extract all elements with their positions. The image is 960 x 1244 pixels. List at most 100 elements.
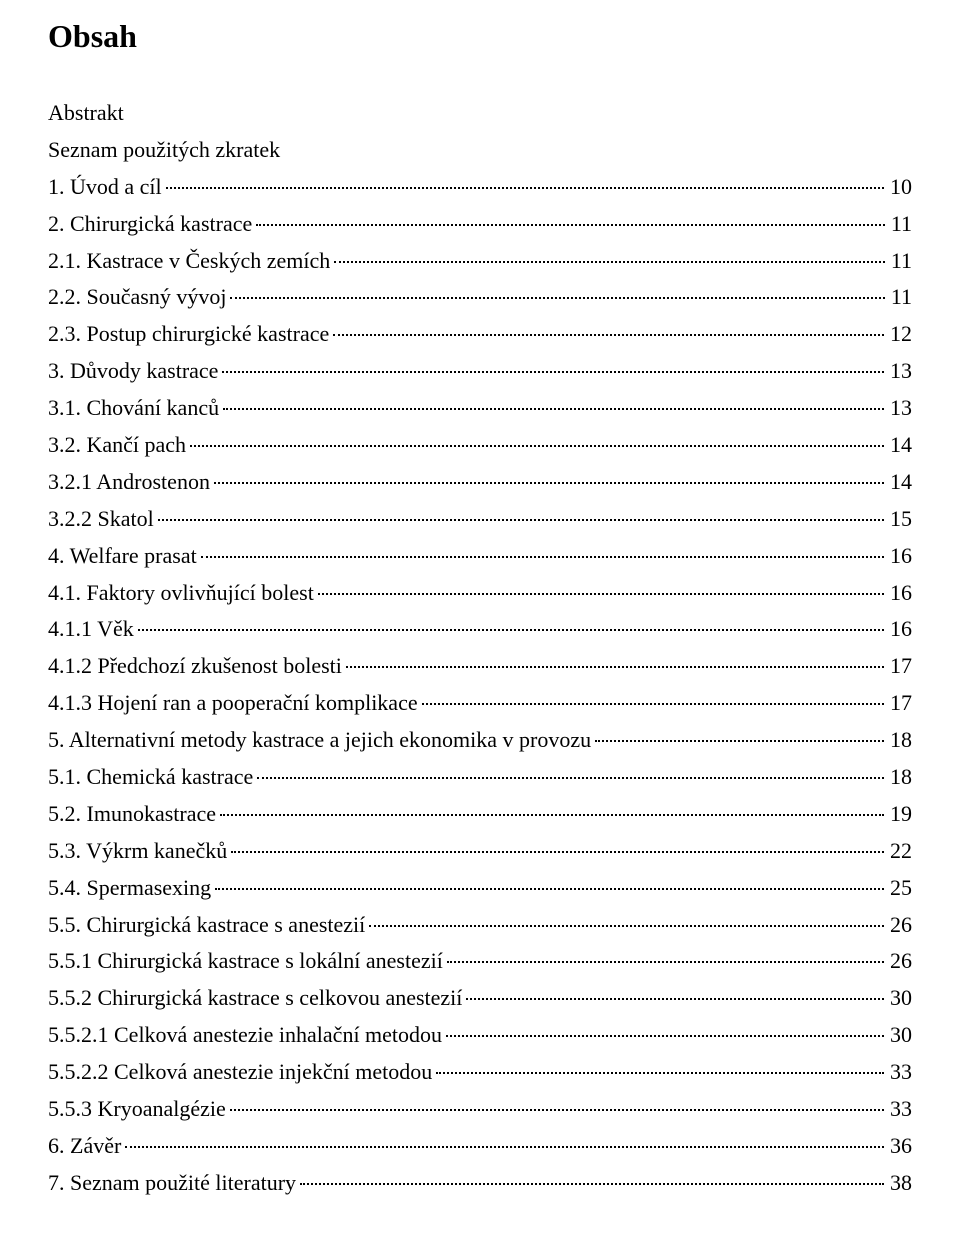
toc-leader-dots xyxy=(447,961,884,963)
toc-entry-label: 5.5.2.1 Celková anestezie inhalační meto… xyxy=(48,1019,442,1051)
toc-entry-page: 13 xyxy=(888,392,912,424)
toc-row: 5.4. Spermasexing 25 xyxy=(48,872,912,904)
toc-leader-dots xyxy=(436,1072,884,1074)
toc-row: 2.2. Současný vývoj 11 xyxy=(48,281,912,313)
preamble-line: Seznam použitých zkratek xyxy=(48,134,912,166)
toc-entry-page: 10 xyxy=(888,171,912,203)
toc-leader-dots xyxy=(222,371,884,373)
toc-entry-page: 17 xyxy=(888,650,912,682)
toc-entry-page: 11 xyxy=(889,208,912,240)
toc-entry-label: 4. Welfare prasat xyxy=(48,540,197,572)
toc-entry-label: 2.3. Postup chirurgické kastrace xyxy=(48,318,329,350)
toc-row: 5.1. Chemická kastrace 18 xyxy=(48,761,912,793)
toc-leader-dots xyxy=(158,519,884,521)
toc-entry-label: 5. Alternativní metody kastrace a jejich… xyxy=(48,724,591,756)
toc-row: 3. Důvody kastrace 13 xyxy=(48,355,912,387)
toc-leader-dots xyxy=(220,814,884,816)
toc-entry-page: 19 xyxy=(888,798,912,830)
toc-leader-dots xyxy=(125,1146,884,1148)
toc-row: 5.2. Imunokastrace 19 xyxy=(48,798,912,830)
toc-entry-label: 2.1. Kastrace v Českých zemích xyxy=(48,245,330,277)
toc-leader-dots xyxy=(334,261,885,263)
toc-entry-page: 30 xyxy=(888,982,912,1014)
toc-entry-label: 5.5.2.2 Celková anestezie injekční metod… xyxy=(48,1056,432,1088)
toc-entry-label: 5.1. Chemická kastrace xyxy=(48,761,253,793)
toc-entry-page: 11 xyxy=(889,245,912,277)
toc-leader-dots xyxy=(214,482,884,484)
toc-row: 1. Úvod a cíl 10 xyxy=(48,171,912,203)
toc-leader-dots xyxy=(422,703,884,705)
toc-entry-label: 4.1.2 Předchozí zkušenost bolesti xyxy=(48,650,342,682)
toc-leader-dots xyxy=(256,224,885,226)
toc-row: 6. Závěr 36 xyxy=(48,1130,912,1162)
toc-row: 4.1.1 Věk 16 xyxy=(48,613,912,645)
toc-entry-page: 18 xyxy=(888,724,912,756)
toc-entry-page: 13 xyxy=(888,355,912,387)
toc-leader-dots xyxy=(190,445,884,447)
toc-entry-page: 16 xyxy=(888,613,912,645)
toc-entry-label: 2.2. Současný vývoj xyxy=(48,281,226,313)
toc-row: 2. Chirurgická kastrace 11 xyxy=(48,208,912,240)
toc-leader-dots xyxy=(231,851,884,853)
toc-row: 5.5.2.1 Celková anestezie inhalační meto… xyxy=(48,1019,912,1051)
toc-leader-dots xyxy=(215,888,884,890)
toc-entry-page: 18 xyxy=(888,761,912,793)
toc-entry-label: 5.5.2 Chirurgická kastrace s celkovou an… xyxy=(48,982,462,1014)
toc-entry-label: 5.5.3 Kryoanalgézie xyxy=(48,1093,226,1125)
toc-entry-label: 3.2.1 Androstenon xyxy=(48,466,210,498)
toc-entry-label: 7. Seznam použité literatury xyxy=(48,1167,296,1199)
toc-row: 5.5.3 Kryoanalgézie 33 xyxy=(48,1093,912,1125)
toc-row: 4.1.2 Předchozí zkušenost bolesti 17 xyxy=(48,650,912,682)
page-title: Obsah xyxy=(48,18,912,55)
toc-entry-label: 6. Závěr xyxy=(48,1130,121,1162)
toc-entry-label: 3.1. Chování kanců xyxy=(48,392,219,424)
toc-leader-dots xyxy=(230,1109,884,1111)
toc-entry-label: 3.2.2 Skatol xyxy=(48,503,154,535)
toc-row: 3.2.2 Skatol 15 xyxy=(48,503,912,535)
toc-leader-dots xyxy=(333,334,884,336)
toc-leader-dots xyxy=(369,925,884,927)
toc-row: 3.1. Chování kanců 13 xyxy=(48,392,912,424)
toc-entry-label: 5.4. Spermasexing xyxy=(48,872,211,904)
toc-row: 5. Alternativní metody kastrace a jejich… xyxy=(48,724,912,756)
toc-row: 3.2.1 Androstenon 14 xyxy=(48,466,912,498)
toc-row: 2.1. Kastrace v Českých zemích 11 xyxy=(48,245,912,277)
toc-entry-page: 15 xyxy=(888,503,912,535)
toc-row: 4.1.3 Hojení ran a pooperační komplikace… xyxy=(48,687,912,719)
toc-entry-page: 36 xyxy=(888,1130,912,1162)
toc-leader-dots xyxy=(300,1183,884,1185)
toc-row: 3.2. Kančí pach 14 xyxy=(48,429,912,461)
toc-row: 2.3. Postup chirurgické kastrace 12 xyxy=(48,318,912,350)
toc-entry-page: 16 xyxy=(888,540,912,572)
toc-leader-dots xyxy=(446,1035,884,1037)
toc-entry-page: 26 xyxy=(888,945,912,977)
toc-row: 5.5. Chirurgická kastrace s anestezií 26 xyxy=(48,909,912,941)
toc-entry-page: 33 xyxy=(888,1056,912,1088)
toc-entry-page: 14 xyxy=(888,429,912,461)
toc-leader-dots xyxy=(346,666,884,668)
toc-leader-dots xyxy=(201,556,884,558)
toc-entry-page: 26 xyxy=(888,909,912,941)
toc-entry-page: 12 xyxy=(888,318,912,350)
toc-row: 5.5.2 Chirurgická kastrace s celkovou an… xyxy=(48,982,912,1014)
toc-leader-dots xyxy=(257,777,884,779)
table-of-contents: 1. Úvod a cíl 10 2. Chirurgická kastrace … xyxy=(48,171,912,1199)
toc-entry-page: 38 xyxy=(888,1167,912,1199)
toc-row: 5.3. Výkrm kanečků 22 xyxy=(48,835,912,867)
toc-leader-dots xyxy=(595,740,884,742)
toc-entry-page: 33 xyxy=(888,1093,912,1125)
toc-entry-label: 4.1.1 Věk xyxy=(48,613,134,645)
toc-entry-label: 4.1.3 Hojení ran a pooperační komplikace xyxy=(48,687,418,719)
toc-entry-page: 16 xyxy=(888,577,912,609)
toc-row: 5.5.2.2 Celková anestezie injekční metod… xyxy=(48,1056,912,1088)
toc-entry-page: 30 xyxy=(888,1019,912,1051)
toc-leader-dots xyxy=(466,998,884,1000)
toc-leader-dots xyxy=(166,187,884,189)
toc-entry-page: 22 xyxy=(888,835,912,867)
toc-entry-label: 5.2. Imunokastrace xyxy=(48,798,216,830)
toc-entry-label: 5.3. Výkrm kanečků xyxy=(48,835,227,867)
toc-entry-label: 4.1. Faktory ovlivňující bolest xyxy=(48,577,314,609)
toc-row: 5.5.1 Chirurgická kastrace s lokální ane… xyxy=(48,945,912,977)
toc-entry-label: 5.5. Chirurgická kastrace s anestezií xyxy=(48,909,365,941)
toc-leader-dots xyxy=(318,593,884,595)
